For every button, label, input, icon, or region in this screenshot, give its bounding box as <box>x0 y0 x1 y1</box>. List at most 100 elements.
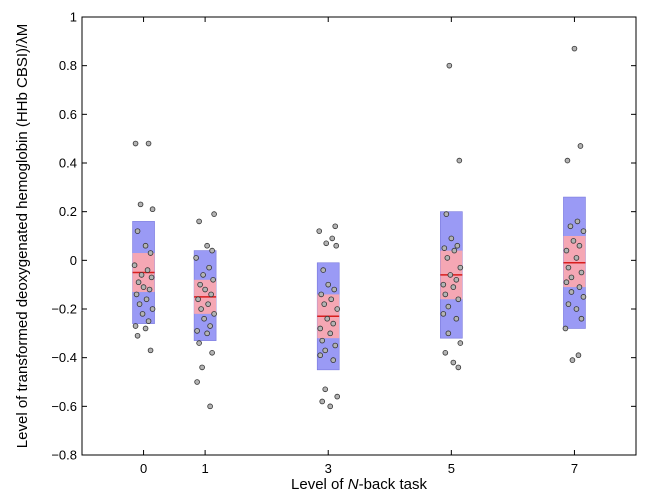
data-point <box>331 286 338 293</box>
data-point <box>199 364 205 371</box>
y-tick-label: −0.4 <box>51 350 77 365</box>
data-point <box>568 274 575 281</box>
data-point <box>145 140 152 147</box>
data-point <box>447 272 454 278</box>
data-point <box>457 340 464 346</box>
data-point <box>318 291 325 298</box>
data-point <box>317 325 324 332</box>
data-point <box>204 330 210 337</box>
data-point <box>578 315 585 322</box>
data-point <box>207 323 213 329</box>
data-point <box>573 255 580 261</box>
data-point <box>196 340 202 346</box>
data-point <box>208 291 214 298</box>
data-point <box>134 332 141 339</box>
data-point <box>455 364 462 371</box>
y-tick-label: −0.2 <box>51 302 77 317</box>
data-point <box>143 296 150 303</box>
data-point <box>332 342 339 349</box>
data-point <box>324 315 331 322</box>
data-point <box>319 398 326 405</box>
data-point <box>574 218 581 225</box>
data-point <box>576 242 583 249</box>
data-point <box>142 325 149 332</box>
data-point <box>453 315 460 322</box>
data-point <box>131 262 138 269</box>
data-point <box>442 291 449 298</box>
data-point <box>148 274 155 281</box>
ci-box <box>563 236 586 288</box>
data-point <box>144 267 151 273</box>
x-tick-label: 7 <box>571 461 578 476</box>
data-point <box>193 255 199 261</box>
data-point <box>332 223 339 230</box>
data-point <box>147 347 154 354</box>
y-tick-label: 0.8 <box>59 58 77 73</box>
data-point <box>322 347 329 354</box>
data-point <box>328 296 335 303</box>
data-point <box>149 206 156 213</box>
y-tick-label: 0.6 <box>59 107 77 122</box>
data-point <box>443 211 450 217</box>
data-point <box>565 301 572 307</box>
data-point <box>571 45 578 52</box>
data-point <box>334 393 341 400</box>
data-point <box>136 301 143 307</box>
data-point <box>445 330 452 337</box>
data-point <box>577 143 584 149</box>
data-point <box>201 315 207 322</box>
data-point <box>209 247 215 254</box>
data-point <box>142 242 149 249</box>
data-point <box>206 264 212 271</box>
data-point <box>440 311 447 317</box>
x-tick-label: 0 <box>140 461 147 476</box>
data-point <box>325 281 332 288</box>
data-point <box>578 269 585 276</box>
x-axis-label-part1: Level of <box>291 476 348 493</box>
data-point <box>321 301 328 307</box>
data-point <box>132 140 139 147</box>
data-point <box>570 238 577 244</box>
data-point <box>450 284 457 290</box>
data-point <box>149 306 156 312</box>
data-point <box>195 296 201 303</box>
data-point <box>441 245 448 251</box>
data-point <box>323 240 330 247</box>
data-point <box>569 357 576 363</box>
data-point <box>442 349 449 356</box>
data-point <box>573 306 580 312</box>
data-point <box>330 357 337 363</box>
data-point <box>562 325 569 332</box>
data-point <box>140 284 147 290</box>
data-point <box>133 291 140 298</box>
data-point <box>211 311 217 317</box>
data-point <box>575 352 582 359</box>
x-axis-label: Level of N-back task <box>291 476 427 493</box>
y-tick-label: 0.2 <box>59 204 77 219</box>
data-point <box>450 359 457 366</box>
y-tick-label: 0 <box>70 253 77 268</box>
data-point <box>455 296 462 303</box>
data-point <box>145 318 152 324</box>
data-point <box>202 286 208 293</box>
data-point <box>565 264 572 271</box>
data-point <box>320 267 327 273</box>
data-point <box>316 228 323 234</box>
data-point <box>204 242 210 249</box>
data-point <box>451 247 458 254</box>
data-point <box>580 294 587 300</box>
data-point <box>564 157 571 164</box>
x-tick-label: 5 <box>448 461 455 476</box>
data-point <box>211 211 217 217</box>
x-axis-label-part2: N <box>348 476 359 493</box>
data-point <box>445 303 452 310</box>
x-tick-label: 3 <box>325 461 332 476</box>
data-point <box>197 281 203 288</box>
data-point <box>453 276 460 283</box>
data-point <box>322 386 329 393</box>
data-point <box>457 264 464 271</box>
data-point <box>194 328 200 334</box>
y-axis-label: Level of transformed deoxygenated hemogl… <box>14 24 31 448</box>
data-point <box>205 301 211 307</box>
data-point <box>207 403 213 410</box>
